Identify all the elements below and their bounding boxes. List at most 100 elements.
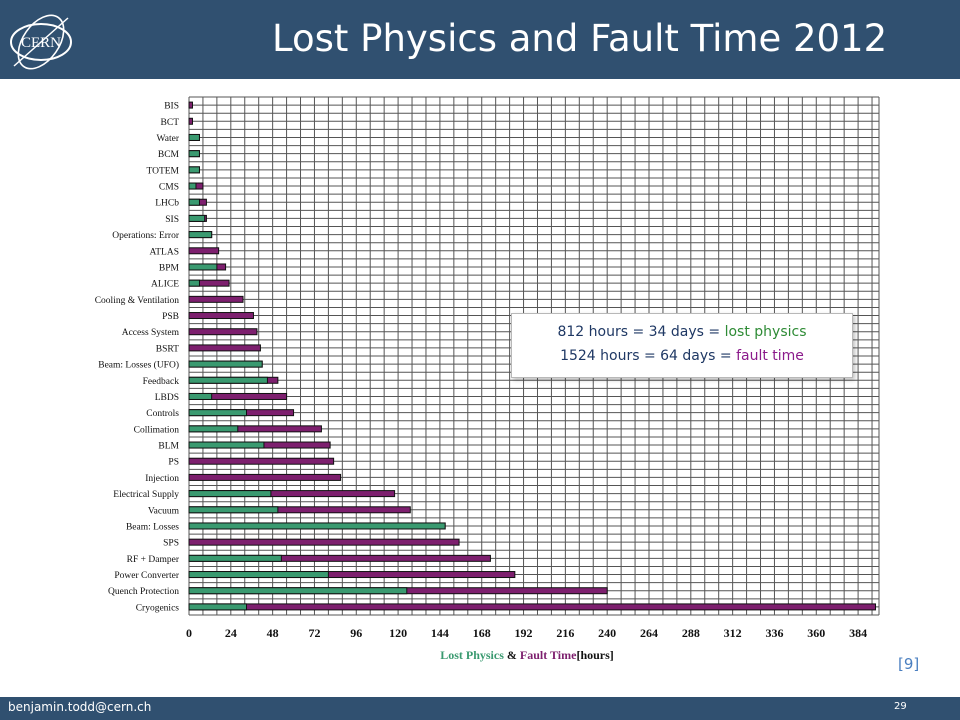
bar-lost-physics: [188, 263, 218, 271]
bar-lost-physics: [188, 231, 213, 239]
bar-lost-physics: [188, 214, 206, 222]
bar-lost-physics: [188, 133, 200, 141]
category-label: Beam: Losses: [126, 522, 179, 532]
bar-lost-physics: [188, 603, 247, 611]
bar-lost-physics: [188, 150, 200, 158]
x-tick-label: 72: [308, 626, 320, 640]
category-label: TOTEM: [146, 166, 179, 176]
bar-fault-time: [188, 312, 254, 320]
bar-fault-time: [188, 247, 220, 255]
slide-header: CERN Lost Physics and Fault Time 2012: [0, 0, 960, 79]
category-label: PS: [168, 458, 179, 468]
x-tick-label: 384: [849, 626, 867, 640]
xlabel-fault-time: Fault Time: [520, 648, 577, 662]
xlabel-lost-physics: Lost Physics: [440, 648, 504, 662]
bar-fault-time: [188, 101, 193, 109]
summary-line-fault: 1524 hours = 64 days = fault time: [512, 346, 852, 367]
bar-lost-physics: [188, 360, 263, 368]
fault-time-chart: BIS BCT Water BCM TOTEM CMS LHCb SIS Operations:…: [95, 96, 880, 662]
footer-email: benjamin.todd@cern.ch: [8, 700, 152, 714]
x-tick-label: 192: [515, 626, 533, 640]
logo-text: CERN: [21, 35, 61, 51]
category-label: ALICE: [151, 280, 179, 290]
x-tick-label: 288: [682, 626, 700, 640]
bars: [188, 101, 877, 611]
bar-lost-physics: [188, 166, 200, 174]
category-label: Water: [157, 134, 180, 144]
bar-lost-physics: [188, 506, 279, 514]
category-label: Access System: [122, 328, 180, 338]
category-label: PSB: [162, 312, 179, 322]
bar-lost-physics: [188, 376, 268, 384]
bar-fault-time: [188, 344, 261, 352]
bar-lost-physics: [188, 392, 213, 400]
bar-lost-physics: [188, 554, 282, 562]
x-tick-labels: 0 24 48 72 96 120 144 168 192 216 240 264 288 312 336 3…: [186, 626, 867, 640]
bar-fault-time: [188, 538, 460, 546]
category-label: Cryogenics: [136, 603, 180, 613]
category-label: Quench Protection: [108, 587, 179, 597]
category-label: Cooling & Ventilation: [95, 296, 180, 306]
bar-fault-time: [188, 117, 193, 125]
x-tick-label: 0: [186, 626, 192, 640]
x-tick-label: 120: [389, 626, 407, 640]
category-label: LBDS: [155, 393, 179, 403]
category-label: ATLAS: [149, 247, 179, 257]
category-label: Vacuum: [148, 506, 180, 516]
category-label: Injection: [145, 474, 179, 484]
summary-fault-time: fault time: [736, 348, 804, 364]
page-number: 29: [894, 701, 907, 712]
category-label: CMS: [159, 183, 179, 193]
x-tick-label: 216: [556, 626, 574, 640]
bar-lost-physics: [188, 490, 272, 498]
x-tick-label: 24: [225, 626, 237, 640]
category-label: BIS: [164, 102, 179, 112]
bar-lost-physics: [188, 522, 446, 530]
bar-lost-physics: [188, 441, 265, 449]
category-label: BPM: [159, 263, 180, 273]
bar-lost-physics: [188, 182, 197, 190]
x-tick-label: 96: [350, 626, 362, 640]
category-label: Controls: [146, 409, 179, 419]
x-axis-label: Lost Physics & Fault Time[hours]: [440, 648, 614, 662]
category-label: Power Converter: [114, 571, 179, 581]
bar-fault-time: [188, 603, 877, 611]
bar-lost-physics: [188, 409, 247, 417]
bar-fault-time: [188, 457, 335, 465]
category-label: Electrical Supply: [113, 490, 179, 500]
x-tick-label: 144: [431, 626, 449, 640]
xlabel-unit: [hours]: [576, 648, 613, 662]
x-tick-label: 264: [640, 626, 658, 640]
summary-line-lost: 812 hours = 34 days = lost physics: [512, 322, 852, 343]
bar-lost-physics: [188, 279, 200, 287]
summary-box: 812 hours = 34 days = lost physics 1524 …: [511, 313, 853, 378]
category-label: BCM: [158, 150, 180, 160]
x-tick-label: 360: [807, 626, 825, 640]
x-tick-label: 312: [724, 626, 742, 640]
bar-lost-physics: [188, 571, 329, 579]
category-labels: BIS BCT Water BCM TOTEM CMS LHCb SIS Operations:…: [95, 102, 180, 614]
category-label: BCT: [161, 118, 180, 128]
category-label: Collimation: [134, 425, 180, 435]
category-label: LHCb: [155, 199, 179, 209]
bar-lost-physics: [188, 425, 239, 433]
bar-fault-time: [188, 295, 244, 303]
summary-line-fault-prefix: 1524 hours = 64 days =: [560, 348, 737, 364]
x-tick-label: 168: [473, 626, 491, 640]
category-label: Beam: Losses (UFO): [98, 360, 179, 371]
summary-line-lost-prefix: 812 hours = 34 days =: [557, 324, 725, 340]
bar-fault-time: [188, 473, 342, 481]
category-label: RF + Damper: [127, 555, 180, 565]
category-label: BLM: [158, 442, 179, 452]
x-tick-label: 336: [765, 626, 783, 640]
category-label: Feedback: [143, 377, 180, 387]
reference-link[interactable]: [9]: [898, 655, 920, 673]
bar-fault-time: [188, 328, 258, 336]
bar-lost-physics: [188, 587, 408, 595]
slide-title: Lost Physics and Fault Time 2012: [272, 17, 888, 60]
category-label: SPS: [163, 539, 179, 549]
category-label: BSRT: [156, 344, 179, 354]
category-label: Operations: Error: [112, 231, 180, 241]
x-tick-label: 240: [598, 626, 616, 640]
cern-logo: CERN: [10, 14, 72, 70]
